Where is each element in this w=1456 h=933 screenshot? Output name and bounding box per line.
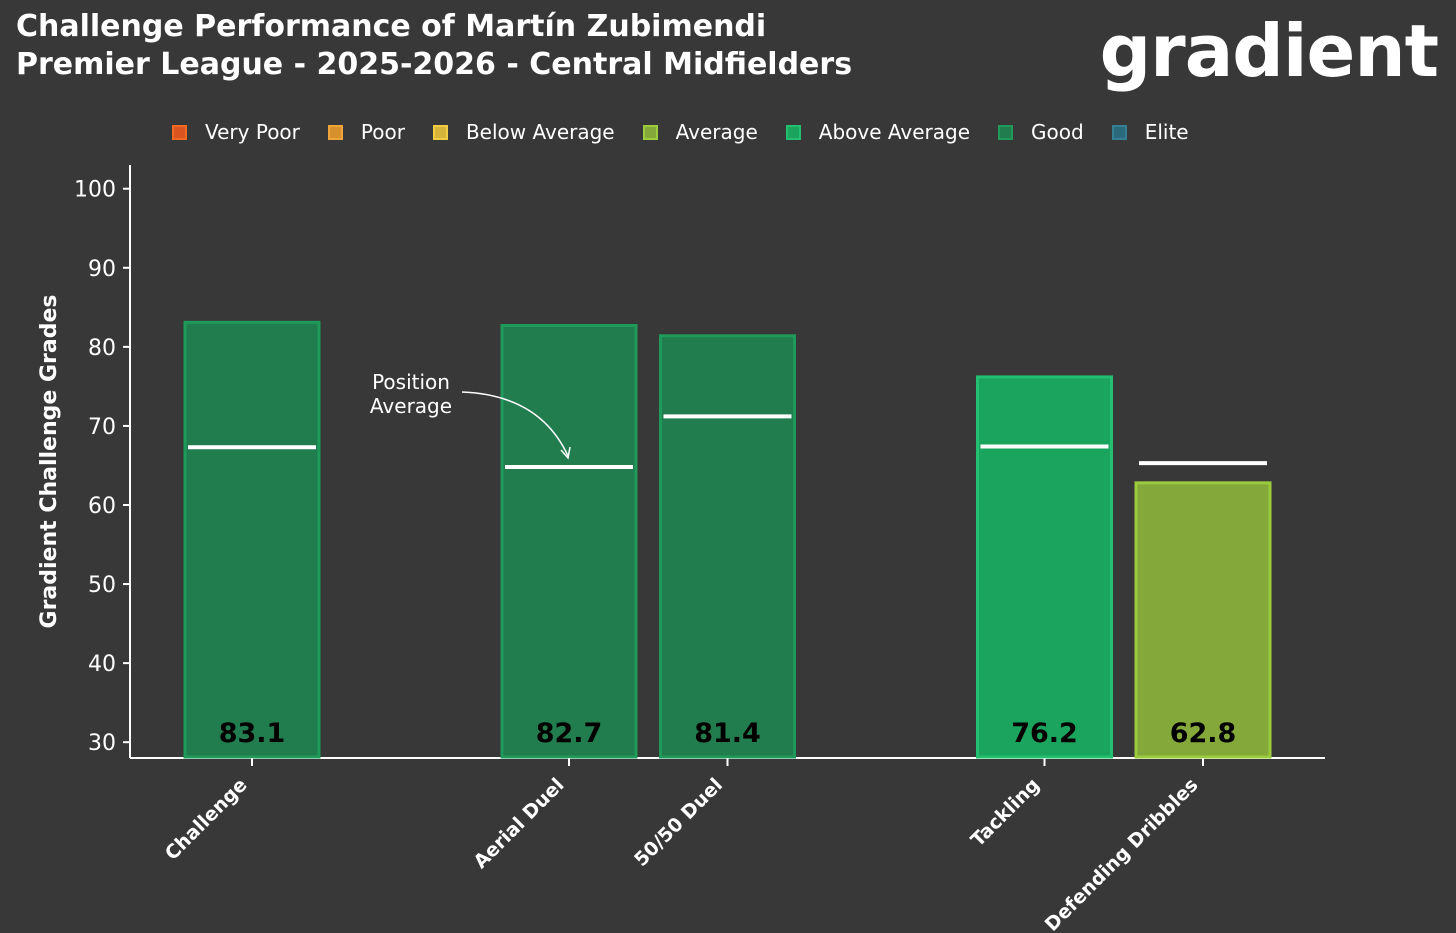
bar-value-label: 83.1 bbox=[219, 718, 286, 749]
x-tick-label: 50/50 Duel bbox=[630, 774, 727, 871]
legend-swatch bbox=[327, 124, 343, 140]
bar bbox=[976, 375, 1113, 759]
legend-item: Good bbox=[998, 120, 1084, 144]
legend-label: Above Average bbox=[818, 120, 971, 144]
legend-swatch bbox=[172, 124, 187, 140]
bar-value-label: 82.7 bbox=[536, 718, 603, 749]
x-tick-label: Defending Dribbles bbox=[1041, 774, 1203, 933]
bar bbox=[183, 320, 321, 759]
y-tick-label: 50 bbox=[88, 573, 116, 598]
legend-item: Above Average bbox=[785, 120, 971, 144]
bar-value-label: 81.4 bbox=[694, 718, 761, 749]
bar bbox=[500, 324, 638, 759]
legend-swatch bbox=[1111, 124, 1127, 140]
annotation-text: Average bbox=[370, 394, 452, 418]
legend-label: Good bbox=[1031, 120, 1084, 144]
legend-label: Below Average bbox=[465, 120, 615, 144]
y-tick-label: 100 bbox=[74, 178, 116, 203]
y-tick-label: 30 bbox=[88, 731, 116, 756]
y-tick-label: 60 bbox=[88, 494, 116, 519]
title-line-1: Challenge Performance of Martín Zubimend… bbox=[16, 9, 767, 44]
legend-swatch bbox=[642, 124, 658, 140]
gradient-logo: gradient bbox=[1099, 9, 1439, 93]
legend-item: Elite bbox=[1111, 120, 1189, 144]
legend-swatch bbox=[785, 124, 801, 140]
legend-swatch bbox=[998, 124, 1014, 140]
x-tick-label: Challenge bbox=[161, 774, 252, 865]
bar bbox=[659, 334, 796, 759]
annotation-arrow bbox=[461, 391, 569, 457]
legend-label: Elite bbox=[1144, 120, 1189, 144]
annotation-arrowhead bbox=[560, 446, 571, 460]
y-tick-label: 70 bbox=[88, 415, 116, 440]
x-tick-label: Tackling bbox=[967, 774, 1044, 851]
legend: Very Poor Poor Below Average Average Above A… bbox=[172, 120, 1217, 144]
y-tick-label: 40 bbox=[88, 652, 116, 677]
annotation-text: Position bbox=[372, 370, 450, 394]
y-axis-label: Gradient Challenge Grades bbox=[37, 295, 62, 629]
bar bbox=[1134, 481, 1272, 759]
title-line-2: Premier League - 2025-2026 - Central Mid… bbox=[16, 47, 853, 82]
legend-item: Poor bbox=[327, 120, 405, 144]
chart-title: Challenge Performance of Martín Zubimend… bbox=[16, 8, 852, 84]
y-tick-label: 90 bbox=[88, 257, 116, 282]
legend-label: Very Poor bbox=[205, 120, 300, 144]
legend-label: Average bbox=[675, 120, 758, 144]
bar-value-label: 76.2 bbox=[1011, 718, 1078, 749]
legend-swatch bbox=[432, 124, 448, 140]
bar-value-label: 62.8 bbox=[1170, 718, 1237, 749]
legend-item: Below Average bbox=[432, 120, 615, 144]
legend-label: Poor bbox=[360, 120, 405, 144]
legend-item: Average bbox=[642, 120, 758, 144]
y-tick-label: 80 bbox=[88, 336, 116, 361]
legend-item: Very Poor bbox=[172, 120, 300, 144]
x-tick-label: Aerial Duel bbox=[469, 774, 568, 873]
